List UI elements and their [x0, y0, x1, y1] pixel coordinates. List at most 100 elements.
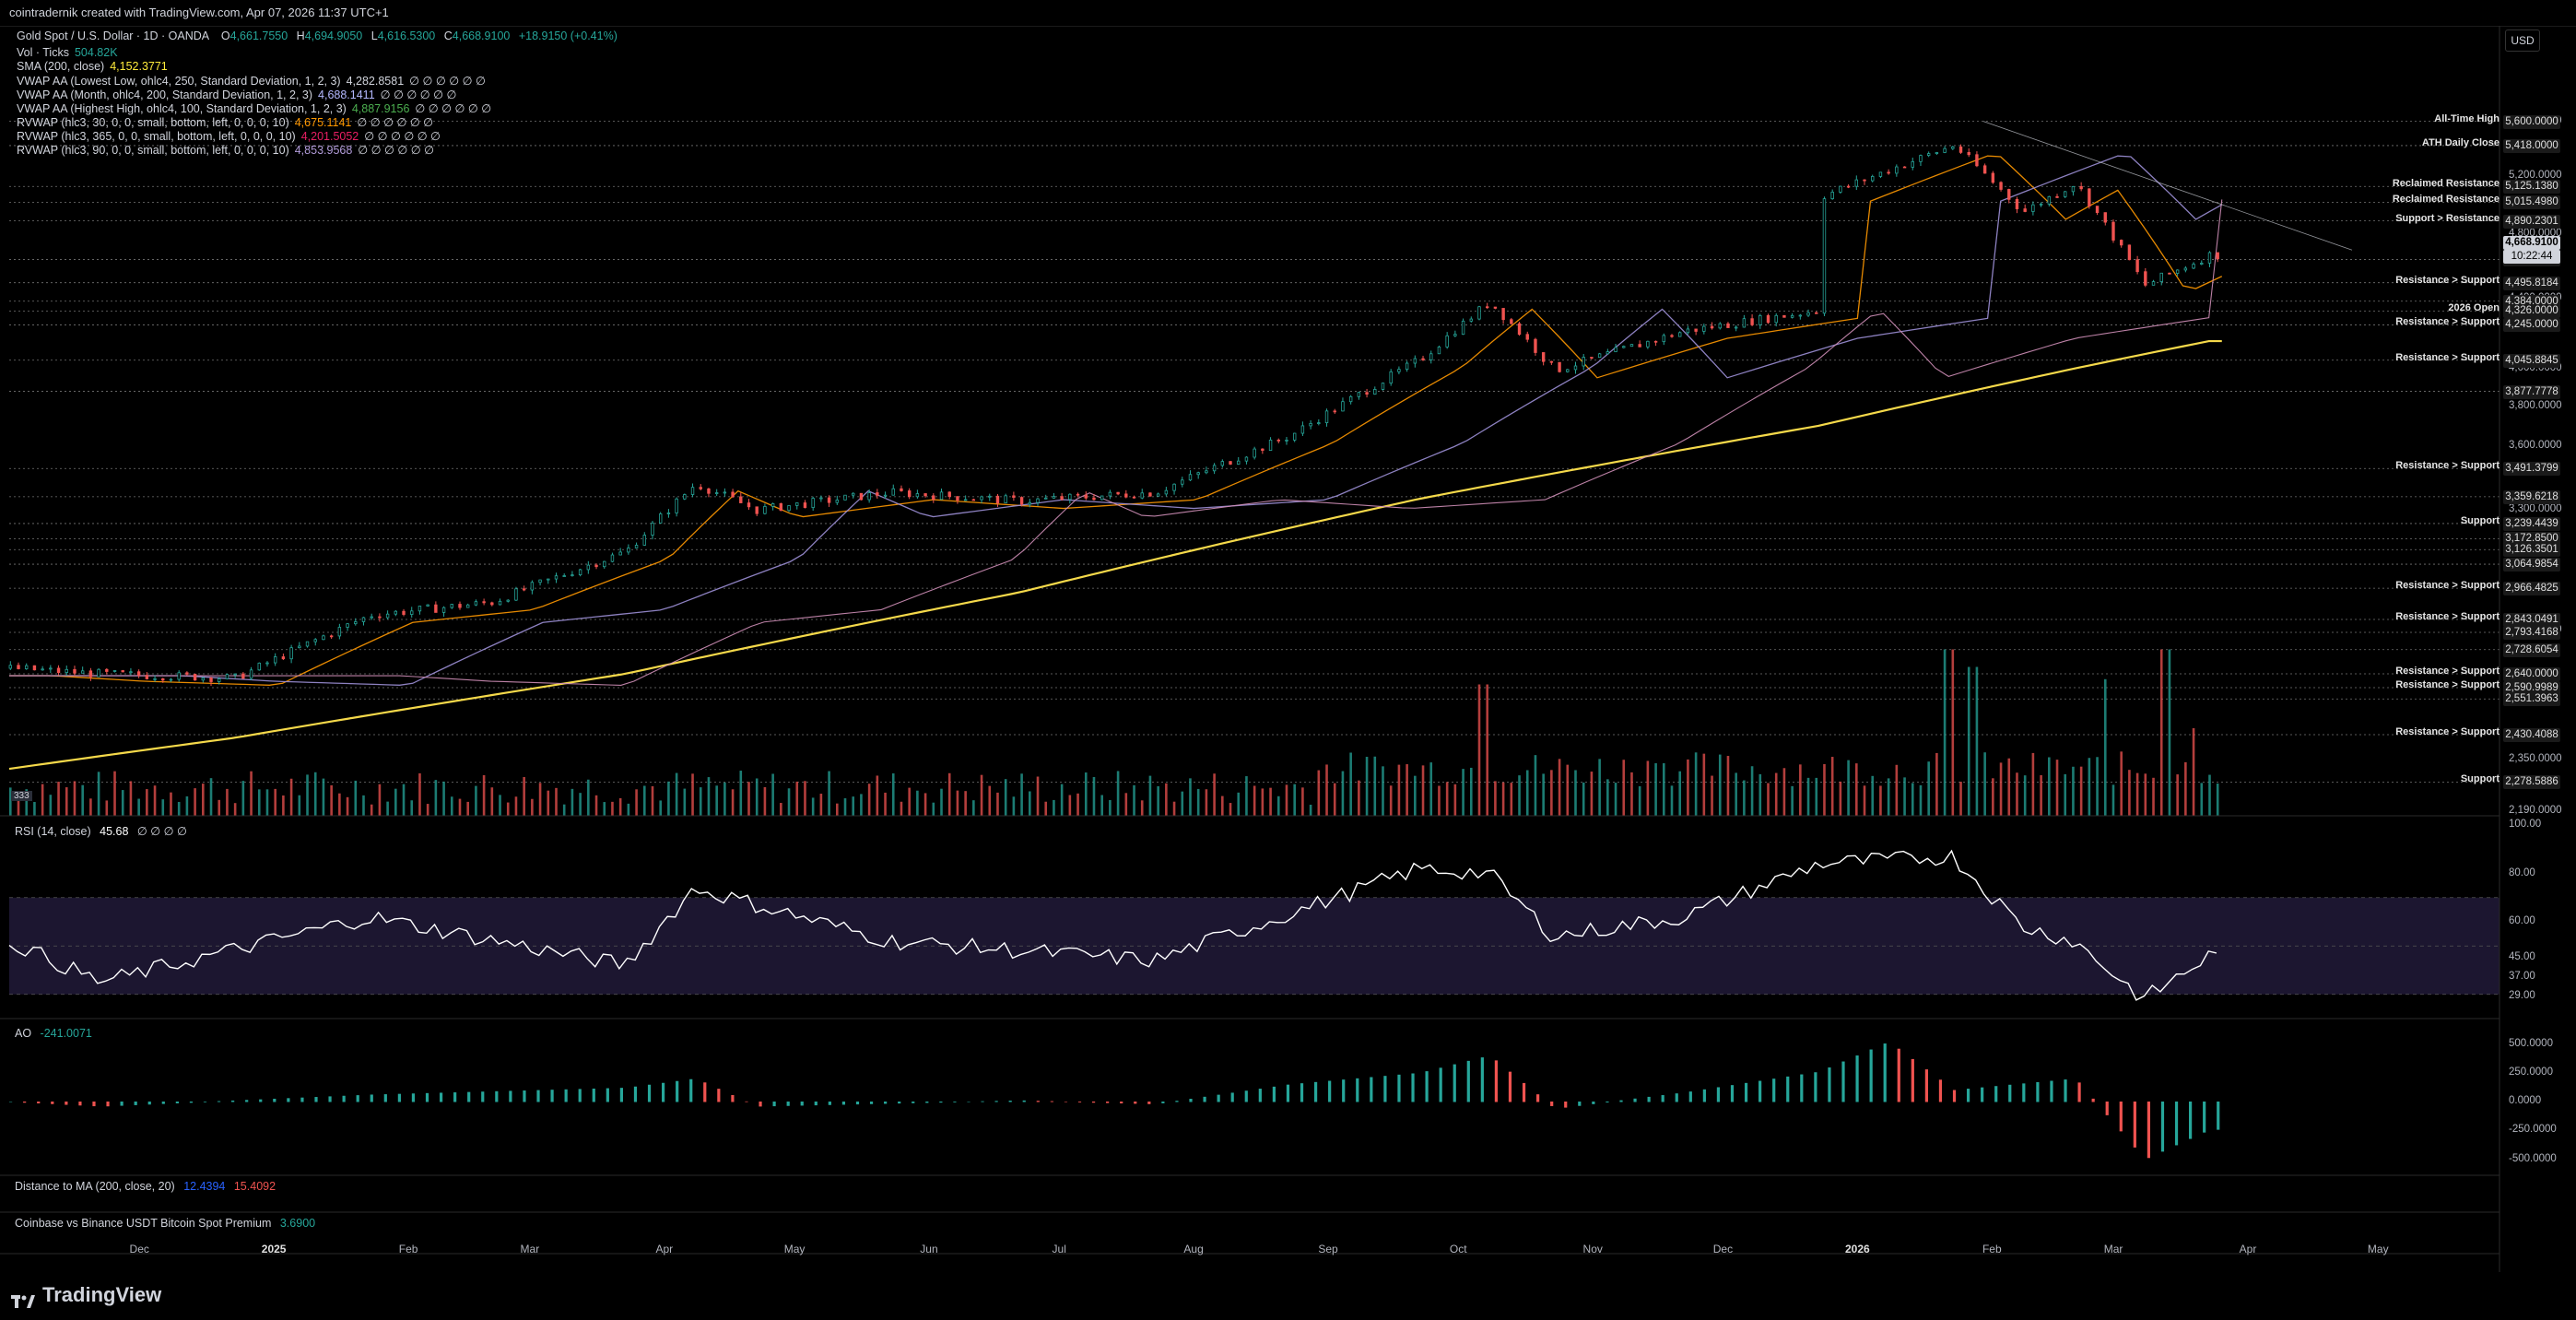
- level-price-tag: 4,245.0000: [2503, 318, 2560, 333]
- level-price-tag: 5,015.4980: [2503, 195, 2560, 210]
- volume-bar: [1558, 759, 1561, 816]
- volume-bar: [2064, 773, 2067, 816]
- volume-bar: [1181, 791, 1184, 816]
- rsi-axis-label: 45.00: [2509, 951, 2535, 963]
- candle-body: [1718, 323, 1722, 329]
- volume-bar: [923, 793, 927, 816]
- indicator-dots: ∅ ∅ ∅ ∅ ∅ ∅: [409, 75, 486, 88]
- volume-bar: [202, 784, 205, 816]
- volume-bar: [233, 803, 237, 816]
- candle-body: [2183, 267, 2188, 271]
- volume-bar: [916, 790, 919, 816]
- volume-bar: [1092, 776, 1096, 816]
- volume-bar: [1196, 788, 1200, 816]
- ao-bar: [1008, 1101, 1012, 1102]
- distance-ma-legend[interactable]: Distance to MA (200, close, 20) 12.4394 …: [15, 1180, 276, 1193]
- volume-bar: [362, 795, 365, 816]
- ao-bar: [1383, 1076, 1387, 1102]
- ao-bar: [1855, 1055, 1859, 1102]
- volume-bar: [1903, 777, 1906, 816]
- candle-body: [2047, 195, 2052, 205]
- symbol-name: Gold Spot / U.S. Dollar · 1D · OANDA: [17, 29, 209, 42]
- ao-bar: [1494, 1060, 1499, 1102]
- candle-body: [1967, 151, 1970, 156]
- ao-legend[interactable]: AO -241.0071: [15, 1027, 92, 1040]
- volume-bar: [1879, 785, 1882, 816]
- volume-bar: [458, 798, 462, 816]
- volume-bar: [843, 798, 847, 816]
- candle-body: [1116, 491, 1120, 495]
- candle-body: [346, 623, 349, 628]
- candle-body: [891, 488, 895, 496]
- indicator-legend-row[interactable]: VWAP AA (Month, ohlc4, 200, Standard Dev…: [17, 88, 456, 101]
- volume-bar: [1983, 752, 1986, 816]
- indicator-legend-row[interactable]: VWAP AA (Lowest Low, ohlc4, 250, Standar…: [17, 74, 486, 88]
- currency-button[interactable]: USD: [2505, 29, 2540, 52]
- candle-body: [1558, 361, 1561, 372]
- volume-bar: [2159, 649, 2163, 816]
- volume-bar: [835, 803, 839, 816]
- volume-bar: [1646, 760, 1650, 816]
- ao-bar: [1869, 1049, 1873, 1102]
- volume-bar: [2128, 770, 2131, 816]
- indicator-legend-row[interactable]: SMA (200, close) 4,152.3771: [17, 60, 173, 73]
- volume-bar: [1726, 756, 1730, 816]
- indicator-legend-row[interactable]: VWAP AA (Highest High, ohlc4, 100, Stand…: [17, 101, 491, 115]
- ao-bar: [1147, 1102, 1151, 1104]
- symbol-legend[interactable]: Gold Spot / U.S. Dollar · 1D · OANDA O4,…: [17, 29, 618, 42]
- ao-bar: [1342, 1079, 1346, 1102]
- rsi-legend[interactable]: RSI (14, close) 45.68 ∅ ∅ ∅ ∅: [15, 825, 187, 838]
- candle-body: [1220, 461, 1225, 466]
- volume-bar: [113, 771, 116, 816]
- indicator-legend-row[interactable]: RVWAP (hlc3, 365, 0, 0, small, bottom, l…: [17, 129, 441, 143]
- volume-bar: [81, 784, 84, 816]
- candle-body: [923, 493, 927, 497]
- candle-body: [2207, 252, 2212, 264]
- volume-bar: [1325, 764, 1328, 816]
- time-axis-label: Jun: [920, 1243, 938, 1255]
- candle-body: [1958, 146, 1963, 153]
- price-chart[interactable]: [0, 26, 2576, 1272]
- candle-body: [770, 503, 775, 507]
- ao-bar: [564, 1089, 568, 1102]
- ao-bar: [1730, 1085, 1735, 1102]
- volume-bar: [33, 802, 36, 816]
- indicator-legend-row[interactable]: RVWAP (hlc3, 30, 0, 0, small, bottom, le…: [17, 115, 433, 129]
- premium-legend[interactable]: Coinbase vs Binance USDT Bitcoin Spot Pr…: [15, 1217, 316, 1230]
- volume-bar: [1253, 785, 1256, 816]
- volume-bar: [1927, 761, 1930, 816]
- candle-body: [562, 575, 566, 577]
- ao-bar: [1022, 1100, 1026, 1102]
- indicator-legend-row[interactable]: Vol · Ticks 504.82K: [17, 46, 124, 59]
- indicator-legend-row[interactable]: RVWAP (hlc3, 90, 0, 0, small, bottom, le…: [17, 143, 434, 157]
- volume-bar: [466, 801, 469, 816]
- candle-body: [1012, 495, 1016, 499]
- tradingview-logo[interactable]: TradingView: [11, 1283, 161, 1309]
- candle-body: [1871, 176, 1875, 182]
- ao-bar: [37, 1102, 41, 1104]
- level-price-tag: 3,877.7778: [2503, 384, 2560, 399]
- level-price-tag: 4,045.8845: [2503, 353, 2560, 368]
- volume-bar: [1213, 773, 1216, 816]
- candle-body: [1863, 179, 1866, 182]
- volume-bar: [1084, 772, 1088, 816]
- ao-bar: [855, 1102, 860, 1105]
- candle-body: [410, 610, 414, 615]
- level-price-tag: 2,430.4088: [2503, 727, 2560, 742]
- candle-body: [313, 639, 317, 642]
- candle-body: [852, 492, 855, 496]
- candle-body: [819, 497, 823, 500]
- time-axis-label: Sep: [1318, 1243, 1338, 1255]
- price-axis-label: 2,350.0000: [2509, 752, 2562, 764]
- volume-bar: [780, 803, 782, 816]
- level-price-tag: 5,125.1380: [2503, 180, 2560, 194]
- candle-body: [136, 671, 141, 676]
- volume-bar: [17, 800, 20, 816]
- level-label: Support > Resistance: [2395, 212, 2500, 224]
- candle-body: [1759, 314, 1762, 325]
- volume-bar: [2016, 772, 2018, 816]
- candle-body: [1902, 166, 1907, 169]
- candle-body: [2168, 272, 2171, 275]
- ao-bar: [1522, 1082, 1526, 1102]
- volume-bar: [555, 787, 558, 816]
